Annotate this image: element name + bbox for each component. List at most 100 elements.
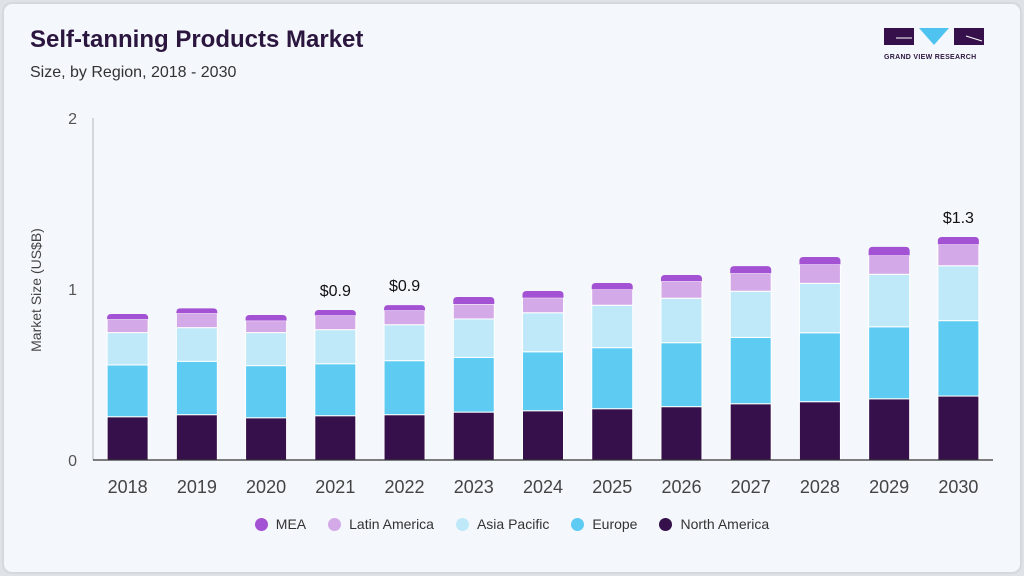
bar-segment-latin-america (452, 303, 495, 320)
bar-segment-europe (106, 364, 149, 418)
legend-swatch (455, 517, 469, 531)
data-label: $0.9 (389, 278, 420, 295)
bar-segment-mea (453, 297, 495, 305)
logo-mark-icon (884, 28, 984, 45)
legend-item-north-america: North America (659, 516, 769, 532)
bar-segment-latin-america (868, 254, 911, 275)
y-tick-label: 2 (68, 111, 77, 128)
bar-segment-europe (729, 336, 772, 405)
x-tick-label: 2027 (731, 477, 771, 497)
bar-segment-north-america (383, 414, 426, 461)
bar-segment-asia-pacific (106, 332, 149, 366)
x-tick-label: 2028 (800, 477, 840, 497)
bar-segment-mea (314, 310, 356, 316)
x-tick-label: 2021 (315, 477, 355, 497)
chart-title: Self-tanning Products Market (30, 26, 364, 53)
bar-segment-north-america (522, 410, 564, 461)
bar-segment-mea (107, 313, 149, 320)
bar-segment-asia-pacific (591, 304, 634, 349)
bar-segment-latin-america (106, 318, 149, 334)
bar-segment-asia-pacific (660, 297, 703, 344)
grand-view-research-logo: GRAND VIEW RESEARCH (884, 28, 984, 61)
legend-item-mea: MEA (254, 516, 307, 532)
x-tick-label: 2018 (108, 477, 148, 497)
bar-segment-north-america (729, 403, 772, 461)
bar-segment-latin-america (175, 312, 218, 329)
legend-label: MEA (275, 516, 307, 532)
bar-segment-north-america (314, 415, 357, 461)
x-tick-label: 2029 (869, 477, 909, 497)
bar-segment-latin-america (937, 243, 980, 267)
bar-segment-north-america (591, 408, 634, 461)
bar-segment-europe (937, 320, 980, 397)
data-label: $0.9 (320, 283, 351, 300)
x-tick-label: 2026 (661, 477, 701, 497)
bar-segment-mea (730, 266, 772, 274)
legend-label: North America (680, 516, 770, 532)
bar-segment-asia-pacific (314, 329, 357, 365)
bar-segment-europe (175, 360, 218, 416)
bar-segment-europe (383, 360, 426, 416)
bar-segment-asia-pacific (868, 273, 911, 328)
legend-swatch (571, 517, 585, 531)
bar-segment-europe (522, 351, 564, 412)
bar-segment-asia-pacific (798, 282, 841, 334)
bar-segment-asia-pacific (452, 318, 495, 358)
bar-segment-north-america (660, 406, 703, 461)
bar-segment-latin-america (383, 309, 426, 326)
bar-segment-latin-america (729, 272, 772, 292)
legend-swatch (254, 517, 268, 531)
bar-segment-mea (522, 291, 564, 298)
bar-segment-mea (937, 237, 979, 245)
bar-segment-mea (660, 274, 702, 282)
bar-segment-mea (384, 305, 426, 311)
bar-segment-asia-pacific (383, 324, 426, 362)
bar-segment-europe (660, 342, 703, 408)
bar-segment-north-america (937, 395, 980, 461)
bar-segment-europe (314, 363, 357, 417)
chart-subtitle: Size, by Region, 2018 - 2030 (30, 64, 237, 81)
legend-label: Latin America (349, 516, 434, 532)
bar-segment-north-america (245, 417, 288, 461)
legend-item-asia-pacific: Asia Pacific (455, 516, 550, 532)
legend-label: Europe (592, 516, 638, 532)
bar-segment-latin-america (522, 297, 564, 314)
x-tick-label: 2023 (454, 477, 494, 497)
y-tick-label: 1 (68, 282, 77, 299)
bar-segment-latin-america (660, 280, 703, 299)
x-tick-label: 2030 (938, 477, 978, 497)
legend: MEA Latin America Asia Pacific Europe North … (0, 516, 1024, 532)
bar-segment-mea (245, 314, 287, 321)
bar-segment-north-america (452, 411, 495, 461)
legend-item-latin-america: Latin America (328, 516, 434, 532)
bar-segment-latin-america (245, 320, 288, 334)
bar-segment-asia-pacific (937, 265, 980, 322)
bar-segment-latin-america (314, 314, 357, 331)
x-tick-label: 2025 (592, 477, 632, 497)
data-label: $1.3 (943, 210, 974, 227)
x-tick-label: 2022 (385, 477, 425, 497)
bar-segment-europe (452, 356, 495, 413)
bar-segment-north-america (175, 414, 218, 461)
bar-segment-north-america (798, 401, 841, 461)
x-tick-label: 2019 (177, 477, 217, 497)
x-tick-label: 2024 (523, 477, 563, 497)
bar-segment-latin-america (798, 263, 841, 284)
bar-segment-mea (799, 257, 841, 265)
bar-segment-mea (591, 283, 633, 290)
bar-segment-asia-pacific (245, 332, 288, 367)
bar-segment-north-america (868, 398, 911, 461)
legend-label: Asia Pacific (476, 516, 550, 532)
bar-segment-mea (868, 246, 910, 256)
legend-item-europe: Europe (571, 516, 637, 532)
bar-segment-north-america (106, 416, 149, 461)
legend-swatch (328, 517, 342, 531)
bar-segment-asia-pacific (729, 290, 772, 338)
bar-segment-latin-america (591, 288, 634, 306)
bar-segment-europe (798, 332, 841, 403)
legend-swatch (659, 517, 673, 531)
bar-segment-europe (868, 326, 911, 400)
bar-segment-europe (591, 347, 634, 410)
